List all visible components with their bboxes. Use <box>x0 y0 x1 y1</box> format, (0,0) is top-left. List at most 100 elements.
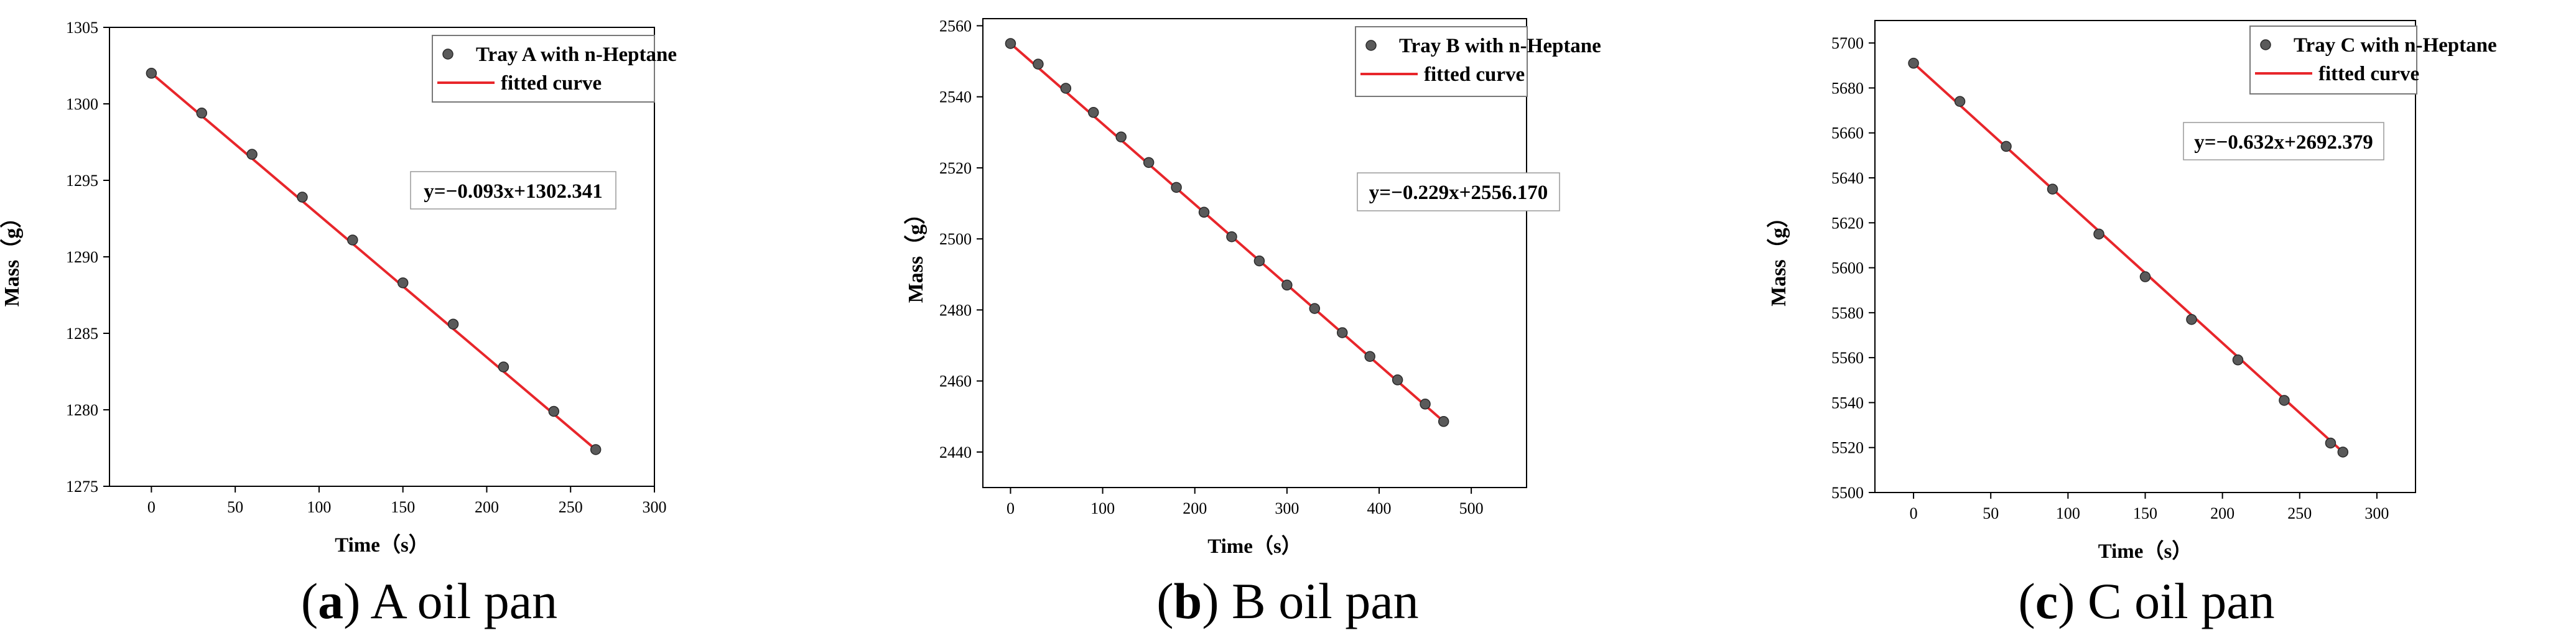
data-point <box>1060 83 1072 94</box>
data-point <box>590 444 602 455</box>
plot-area-b: 0 100 200 300 400 500 2440 2460 2480 2500 2520 2540… <box>903 17 1601 558</box>
data-point <box>1198 206 1210 218</box>
chart-panel-b: 0 100 200 300 400 500 2440 2460 2480 2500 2520 2540… <box>858 0 1717 643</box>
data-point <box>347 234 358 246</box>
equation-box <box>1357 172 1560 211</box>
equation-box <box>410 171 616 210</box>
data-point <box>548 405 560 417</box>
caption-c: (c) C oil pan <box>2018 573 2275 629</box>
legend-label-fit: fitted curve <box>2318 63 2419 85</box>
equation-text: y=−0.632x+2692.379 <box>2194 131 2373 154</box>
x-tick-label: 100 <box>307 498 331 516</box>
legend-marker-scatter <box>1365 40 1377 51</box>
data-point <box>1438 416 1449 427</box>
x-tick-label: 100 <box>1090 499 1115 517</box>
data-point <box>246 149 258 160</box>
y-tick-label: 5660 <box>1831 124 1864 142</box>
chart-panel-c: 0 50 100 150 200 250 300 5500 5520 5540 5560 5580 56… <box>1717 0 2576 643</box>
legend-marker-scatter <box>2260 39 2271 50</box>
data-point <box>1005 38 1016 49</box>
y-tick-label: 5580 <box>1831 304 1864 322</box>
data-point <box>1088 107 1099 118</box>
plot-area-c: 0 50 100 150 200 250 300 5500 5520 5540 5560 5580 56… <box>1766 20 2497 563</box>
legend-label-scatter: Tray A with n-Heptane <box>476 44 677 66</box>
data-point <box>1281 279 1293 291</box>
legend-marker-scatter <box>442 49 453 60</box>
x-tick-label: 50 <box>1983 504 1999 522</box>
y-tick-label: 5500 <box>1831 484 1864 502</box>
data-point <box>2093 228 2104 240</box>
caption-c-text: C oil pan <box>2087 573 2275 629</box>
y-tick-label: 5600 <box>1831 259 1864 277</box>
legend-label-scatter: Tray B with n-Heptane <box>1399 35 1601 57</box>
data-point <box>2186 313 2197 325</box>
y-tick-label: 2520 <box>939 159 972 177</box>
y-axis-title: Mass（g） <box>903 203 928 303</box>
x-tick-label: 500 <box>1459 499 1484 517</box>
plot-area-a: 0 50 100 150 200 250 300 1275 1280 1285 1290 1295 13… <box>0 19 677 557</box>
data-point <box>196 108 207 119</box>
y-tick-label: 5680 <box>1831 79 1864 97</box>
equation-text: y=−0.229x+2556.170 <box>1369 182 1548 204</box>
x-tick-label: 200 <box>475 498 499 516</box>
chart-svg-b: 0 100 200 300 400 500 2440 2460 2480 2500 2520 2540… <box>903 17 1601 558</box>
legend-box <box>2249 25 2417 95</box>
x-tick-label: 0 <box>1007 499 1015 517</box>
data-point <box>1033 58 1044 70</box>
data-point <box>1115 131 1127 142</box>
data-point <box>1336 327 1348 338</box>
caption-c-letter: c <box>2035 573 2058 629</box>
caption-a: (a) A oil pan <box>300 573 558 629</box>
y-tick-label: 5640 <box>1831 169 1864 187</box>
y-tick-label: 1295 <box>66 172 98 190</box>
caption-b-letter: b <box>1173 573 1202 629</box>
equation-text: y=−0.093x+1302.341 <box>424 180 602 203</box>
y-tick-label: 1280 <box>66 401 98 419</box>
data-point <box>1309 303 1321 314</box>
x-tick-label: 0 <box>1910 504 1918 522</box>
x-tick-label: 400 <box>1367 499 1391 517</box>
y-tick-label: 1305 <box>66 19 98 37</box>
data-point <box>2337 446 2349 458</box>
x-tick-label: 250 <box>2287 504 2312 522</box>
data-point <box>297 192 308 203</box>
data-point <box>2325 437 2337 449</box>
x-tick-label: 150 <box>391 498 415 516</box>
y-axis-title: Mass（g） <box>1766 206 1790 307</box>
chart-svg-c: 0 50 100 150 200 250 300 5500 5520 5540 5560 5580 56… <box>1766 20 2497 563</box>
y-tick-label: 2540 <box>939 88 972 106</box>
y-tick-label: 5700 <box>1831 34 1864 52</box>
data-point <box>2232 354 2244 366</box>
fitted-curve-line <box>1912 62 2344 453</box>
data-point <box>1171 182 1182 193</box>
y-tick-label: 5560 <box>1831 349 1864 367</box>
y-tick-label: 5520 <box>1831 439 1864 457</box>
fitted-curve-line <box>1010 42 1444 423</box>
y-tick-label: 1290 <box>66 248 98 266</box>
legend-label-scatter: Tray C with n-Heptane <box>2294 34 2497 57</box>
legend-box <box>1355 26 1528 97</box>
y-axis-title: Mass（g） <box>0 207 24 307</box>
data-point <box>1226 231 1237 243</box>
plot-frame <box>982 18 1527 488</box>
data-point <box>2279 395 2290 406</box>
data-point <box>1143 157 1155 169</box>
y-tick-label: 5540 <box>1831 394 1864 412</box>
caption-a-text: A oil pan <box>370 573 558 629</box>
x-tick-label: 50 <box>227 498 243 516</box>
legend-label-fit: fitted curve <box>1424 63 1525 86</box>
data-point <box>1392 374 1403 386</box>
caption-b: (b) B oil pan <box>1156 573 1419 629</box>
data-point <box>1420 399 1431 410</box>
x-tick-label: 200 <box>2210 504 2234 522</box>
data-point <box>2139 271 2151 282</box>
chart-svg-a: 0 50 100 150 200 250 300 1275 1280 1285 1290 1295 13… <box>0 19 677 557</box>
x-tick-label: 250 <box>559 498 583 516</box>
y-tick-label: 2560 <box>939 17 972 35</box>
caption-b-text: B oil pan <box>1232 573 1419 629</box>
y-tick-label: 2500 <box>939 230 972 248</box>
x-tick-label: 200 <box>1183 499 1207 517</box>
data-point <box>146 68 157 79</box>
x-tick-label: 100 <box>2056 504 2080 522</box>
data-point <box>447 318 459 330</box>
